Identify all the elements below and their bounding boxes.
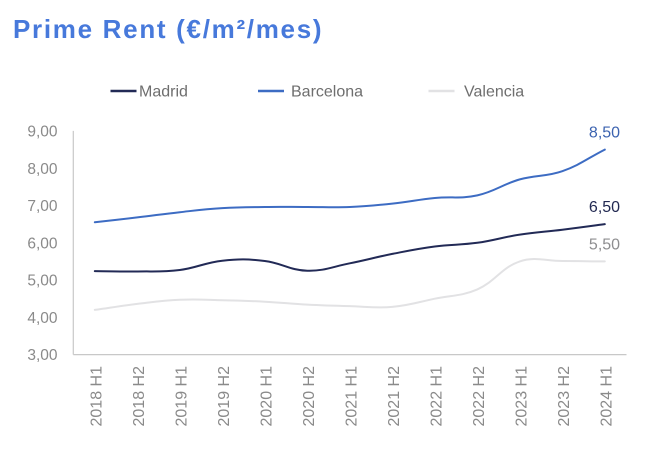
svg-text:9,00: 9,00 <box>27 124 58 141</box>
svg-text:2019 H2: 2019 H2 <box>216 366 233 427</box>
svg-text:2018 H2: 2018 H2 <box>131 366 148 427</box>
svg-text:2019 H1: 2019 H1 <box>174 366 191 427</box>
svg-text:3,00: 3,00 <box>27 347 58 364</box>
svg-text:Madrid: Madrid <box>139 84 188 101</box>
svg-text:8,50: 8,50 <box>589 125 620 142</box>
svg-text:2020 H2: 2020 H2 <box>301 366 318 427</box>
svg-text:2020 H1: 2020 H1 <box>259 366 276 427</box>
svg-text:2023 H2: 2023 H2 <box>556 366 573 427</box>
svg-text:8,00: 8,00 <box>27 161 58 178</box>
svg-text:2022 H2: 2022 H2 <box>471 366 488 427</box>
svg-text:2021 H2: 2021 H2 <box>386 366 403 427</box>
svg-text:6,00: 6,00 <box>27 235 58 252</box>
svg-text:2018 H1: 2018 H1 <box>89 366 106 427</box>
svg-text:5,00: 5,00 <box>27 273 58 290</box>
svg-text:2024 H1: 2024 H1 <box>599 366 616 427</box>
svg-text:2022 H1: 2022 H1 <box>429 366 446 427</box>
svg-text:2021 H1: 2021 H1 <box>344 366 361 427</box>
svg-text:4,00: 4,00 <box>27 310 58 327</box>
svg-text:2023 H1: 2023 H1 <box>514 366 531 427</box>
svg-text:6,50: 6,50 <box>589 199 620 216</box>
svg-text:5,50: 5,50 <box>589 236 620 253</box>
svg-text:Barcelona: Barcelona <box>291 84 363 101</box>
svg-text:Valencia: Valencia <box>464 84 524 101</box>
svg-text:7,00: 7,00 <box>27 198 58 215</box>
